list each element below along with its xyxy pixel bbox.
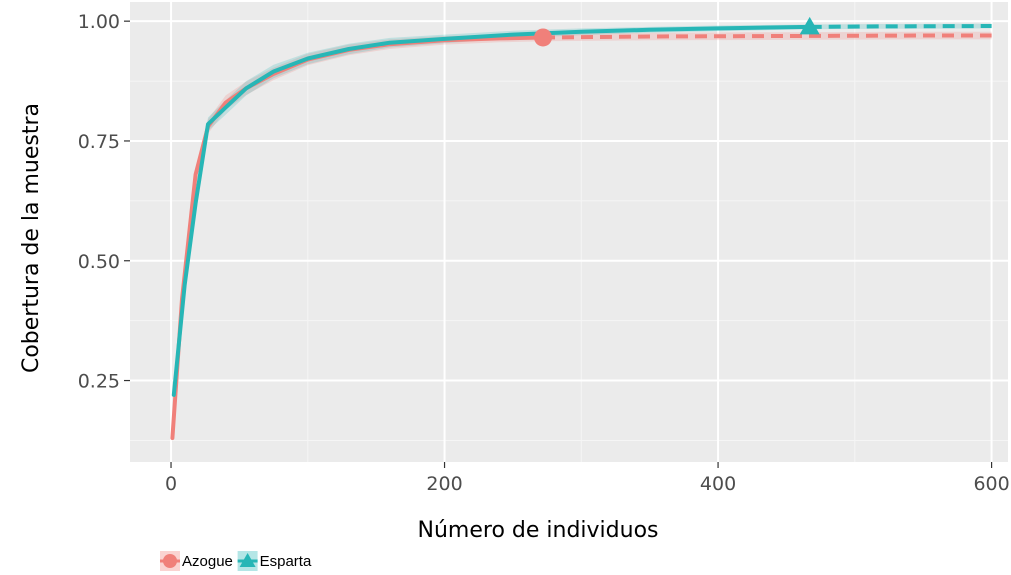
- x-tick-label: 0: [165, 473, 177, 495]
- x-tick-label: 400: [700, 473, 736, 495]
- legend-key-marker-azogue: [163, 554, 177, 568]
- x-tick-label: 600: [973, 473, 1009, 495]
- x-tick-label: 200: [426, 473, 462, 495]
- x-axis-ticks: 0 200 400 600: [165, 462, 1010, 495]
- y-axis-title: Cobertura de la muestra: [19, 103, 44, 373]
- plot-panel: [130, 2, 1008, 462]
- y-tick-label: 0.75: [78, 131, 120, 153]
- legend-key-marker-esparta: [239, 553, 256, 567]
- y-tick-label: 0.25: [78, 371, 120, 393]
- marker-azogue: [534, 28, 553, 47]
- y-tick-label: 1.00: [78, 11, 120, 33]
- grid-major: [130, 2, 1008, 462]
- legend: Azogue Esparta: [160, 551, 312, 571]
- grid-minor: [130, 2, 1008, 462]
- y-axis-ticks: 0.25 0.50 0.75 1.00: [78, 11, 130, 393]
- y-tick-label: 0.50: [78, 251, 120, 273]
- legend-label-azogue: Azogue: [182, 553, 233, 570]
- marker-esparta: [799, 16, 820, 35]
- line-extrapolated-esparta: [809, 24, 992, 29]
- line-extrapolated-azogue: [542, 33, 992, 40]
- legend-label-esparta: Esparta: [260, 553, 312, 570]
- line-interpolated-esparta: [171, 24, 812, 397]
- series-lines: [170, 24, 992, 440]
- observed-markers: [534, 16, 820, 47]
- x-axis-title: Número de individuos: [418, 518, 659, 543]
